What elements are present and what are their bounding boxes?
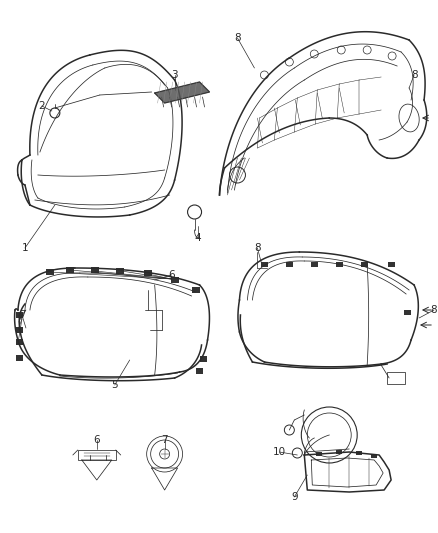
- Text: 7: 7: [161, 435, 168, 445]
- Bar: [91, 267, 99, 273]
- Bar: [361, 262, 368, 267]
- Bar: [16, 339, 23, 345]
- Text: 3: 3: [171, 70, 178, 80]
- Bar: [311, 262, 318, 267]
- Text: 8: 8: [431, 305, 437, 315]
- Bar: [191, 287, 200, 293]
- Bar: [336, 262, 343, 267]
- Bar: [116, 268, 124, 274]
- Bar: [200, 356, 207, 362]
- Bar: [144, 270, 152, 276]
- Text: 8: 8: [411, 70, 417, 80]
- Text: 8: 8: [254, 243, 261, 253]
- Bar: [46, 269, 54, 275]
- Text: 1: 1: [21, 243, 28, 253]
- Bar: [66, 267, 74, 273]
- Bar: [78, 450, 116, 460]
- Bar: [16, 355, 23, 361]
- Text: 2: 2: [39, 101, 45, 111]
- Polygon shape: [155, 82, 209, 103]
- Bar: [388, 262, 395, 267]
- Bar: [195, 368, 202, 374]
- Text: 6: 6: [168, 270, 175, 280]
- Bar: [261, 262, 268, 267]
- Text: 8: 8: [234, 33, 241, 43]
- Text: 10: 10: [273, 447, 286, 457]
- Text: 9: 9: [291, 492, 298, 502]
- Text: 5: 5: [111, 380, 118, 390]
- Bar: [16, 327, 23, 333]
- Bar: [316, 452, 322, 456]
- Bar: [404, 310, 411, 315]
- Bar: [286, 262, 293, 267]
- Bar: [356, 451, 362, 455]
- Bar: [171, 277, 179, 283]
- Text: 4: 4: [194, 233, 201, 243]
- Bar: [371, 454, 377, 458]
- Bar: [16, 312, 23, 318]
- Text: 7: 7: [19, 310, 25, 320]
- Bar: [336, 450, 342, 454]
- Text: 6: 6: [93, 435, 100, 445]
- Bar: [387, 372, 405, 384]
